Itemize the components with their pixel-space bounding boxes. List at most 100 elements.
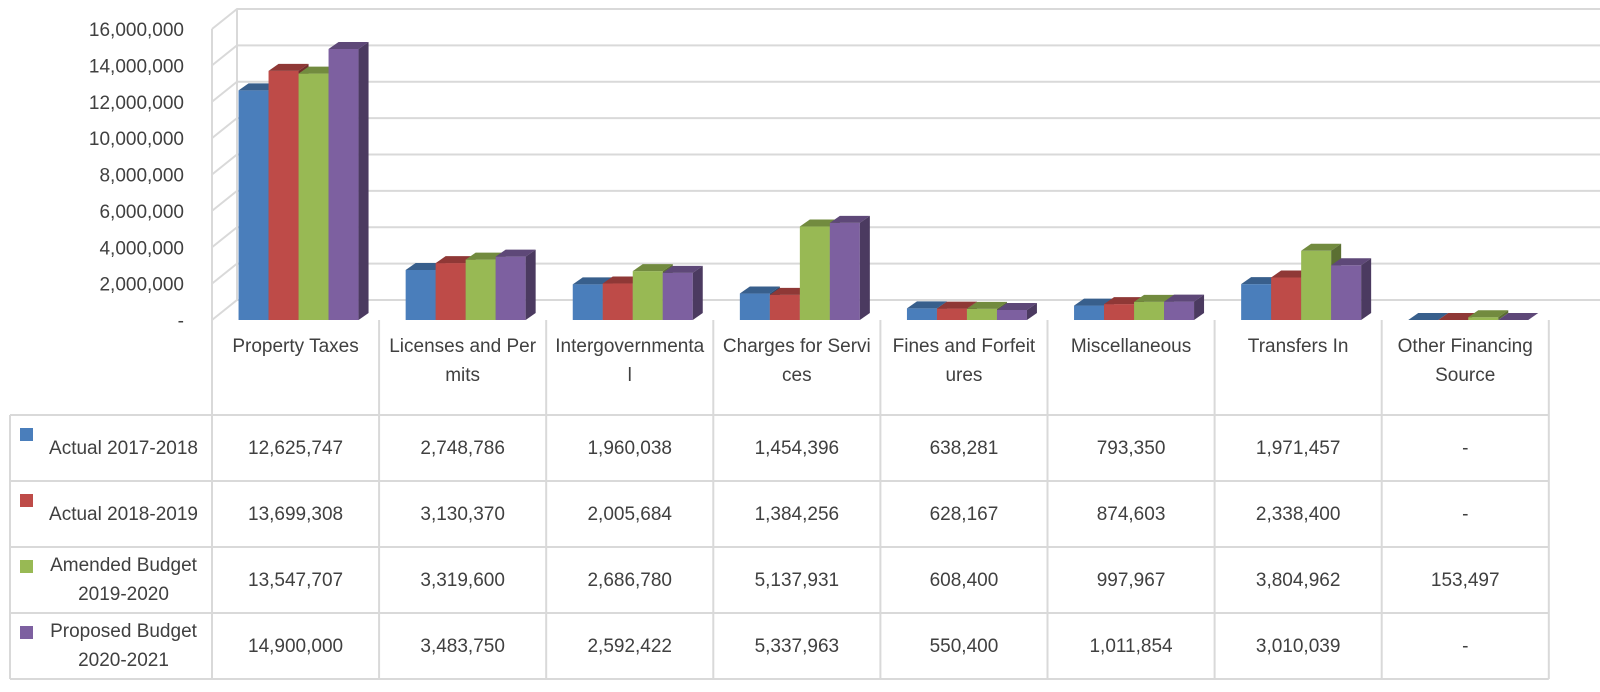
bar-top: [1498, 313, 1539, 320]
bar-side: [358, 42, 369, 320]
bar-group: [1468, 310, 1509, 320]
category-label: Charges for Services: [722, 336, 871, 386]
bar: [996, 309, 1027, 320]
bar: [1331, 265, 1362, 320]
y-tick-label: 2,000,000: [99, 275, 184, 296]
value-label: 1,971,457: [1255, 437, 1341, 459]
value-label: 13,547,707: [248, 569, 344, 591]
bar: [1164, 301, 1195, 320]
grid-line: [211, 44, 1600, 67]
bar: [268, 70, 299, 320]
legend-key: [20, 626, 33, 639]
bar-group: [495, 249, 536, 320]
bar-group: [1408, 313, 1449, 320]
bar-side: [1361, 258, 1372, 320]
value-label: 2,338,400: [1255, 503, 1341, 525]
legend-label: Amended Budget 2019-2020: [50, 555, 197, 605]
category-label: Miscellaneous: [1070, 336, 1192, 357]
bar: [769, 294, 800, 320]
value-label: 1,384,256: [754, 503, 840, 525]
legend-key: [20, 560, 33, 573]
bar: [328, 49, 359, 320]
bar: [632, 271, 663, 320]
bar-top: [739, 286, 780, 294]
bar: [906, 308, 937, 320]
value-label: 608,400: [929, 569, 999, 591]
legend-label: Actual 2017-2018: [49, 437, 198, 459]
category-label: Licenses and Permits: [389, 336, 537, 386]
value-label: 5,337,963: [754, 635, 840, 657]
value-label: 2,005,684: [587, 503, 672, 525]
value-label: 5,137,931: [754, 569, 840, 591]
bar-top: [966, 301, 1007, 309]
value-label: 2,592,422: [587, 635, 672, 657]
bar-side: [1194, 294, 1205, 320]
category-label: Other Financing Source: [1397, 336, 1533, 386]
value-label: 638,281: [929, 437, 999, 459]
bar-top: [662, 265, 703, 273]
bar-side: [692, 265, 703, 320]
bar-side: [1026, 302, 1037, 320]
bar: [1104, 304, 1135, 320]
bar-top: [1074, 298, 1115, 306]
category-label: Fines and Forfeitures: [892, 336, 1036, 386]
y-tick-label: 16,000,000: [89, 20, 184, 41]
bar-top: [572, 277, 613, 285]
grid-line: [211, 117, 1600, 139]
value-label: 874,603: [1096, 503, 1166, 525]
bar-top: [632, 264, 673, 272]
bar: [1134, 301, 1165, 320]
bar-top: [495, 249, 536, 257]
bar: [238, 90, 269, 320]
legend-label: Proposed Budget 2020-2021: [50, 621, 197, 671]
value-label: 2,686,780: [587, 569, 672, 591]
value-label: 3,804,962: [1255, 569, 1341, 591]
bar-group: [662, 265, 703, 320]
bar-top: [1164, 294, 1205, 302]
y-tick-label: 12,000,000: [89, 93, 184, 114]
bar: [602, 283, 633, 320]
bar-top: [268, 63, 309, 71]
bar: [662, 272, 693, 320]
legend-label: Actual 2018-2019: [49, 503, 198, 525]
bar-top: [1331, 258, 1372, 266]
legend-key: [20, 494, 33, 507]
bar-group: [1498, 313, 1539, 320]
bar: [1468, 317, 1499, 320]
value-label: 997,967: [1096, 569, 1166, 591]
bar-top: [1134, 294, 1175, 302]
y-tick-label: -: [178, 311, 184, 332]
value-label: 1,454,396: [754, 437, 840, 459]
category-label: Property Taxes: [232, 336, 359, 357]
bar-group: [298, 66, 339, 321]
value-label: 3,130,370: [420, 503, 505, 525]
bar-top: [1408, 313, 1449, 320]
grid-line: [211, 226, 1600, 249]
value-label: -: [1462, 437, 1469, 459]
bar: [405, 270, 436, 320]
bar: [739, 293, 770, 320]
bar: [829, 222, 860, 320]
bar: [799, 226, 830, 320]
legend-entry: Amended Budget 2019-2020: [10, 547, 212, 613]
bar-group: [829, 215, 870, 320]
grid-line: [211, 80, 1600, 103]
bar-top: [829, 215, 870, 223]
value-label: 550,400: [929, 635, 999, 657]
bar-group: [328, 42, 369, 320]
bar-side: [859, 215, 870, 320]
bar: [465, 259, 496, 320]
value-label: 628,167: [929, 503, 999, 525]
value-label: -: [1462, 635, 1469, 657]
value-label: 1,011,854: [1089, 635, 1173, 657]
bar: [966, 308, 997, 320]
value-label: -: [1462, 503, 1469, 525]
category-label: Intergovernmental: [555, 336, 705, 386]
bar-top: [1301, 243, 1342, 251]
bar: [1074, 305, 1105, 320]
bar-top: [906, 301, 947, 309]
bar: [572, 284, 603, 320]
bar-side: [525, 249, 536, 320]
value-label: 3,010,039: [1255, 635, 1341, 657]
y-tick-label: 10,000,000: [89, 129, 184, 150]
